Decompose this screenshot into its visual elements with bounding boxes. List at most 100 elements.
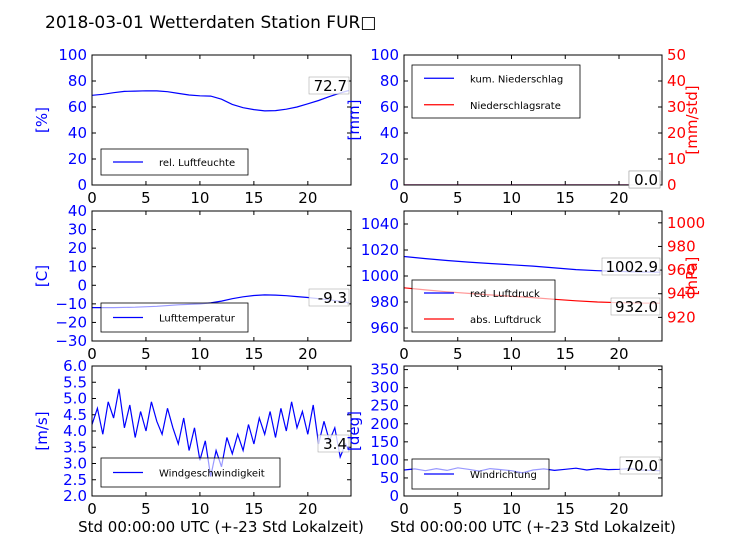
y-tick-label: 40 [68, 124, 87, 142]
y2-tick-label: 30 [667, 98, 686, 116]
y-tick-label: 100 [58, 46, 87, 64]
last-value-label: 1002.9 [606, 258, 659, 276]
x-tick-label: 15 [556, 189, 575, 207]
y-tick-label: 200 [370, 415, 399, 433]
axes-frame [403, 210, 663, 342]
axes-frame [403, 365, 663, 497]
y-tick-label: 5.0 [63, 390, 87, 408]
series-line [92, 89, 349, 112]
axes-frame [403, 54, 663, 186]
x-tick-label: 5 [141, 500, 151, 518]
x-tick-label: 20 [298, 345, 317, 363]
y-axis-label: [mm] [345, 100, 363, 141]
last-value-label: 3.4 [323, 435, 347, 453]
legend-label: Lufttemperatur [159, 314, 236, 325]
x-axis-label: Std 00:00:00 UTC (+-23 Std Lokalzeit) [78, 518, 364, 536]
y2-tick-label: 10 [667, 150, 686, 168]
x-tick-label: 20 [609, 345, 628, 363]
x-tick-label: 0 [399, 500, 409, 518]
legend: Windgeschwindigkeit [100, 457, 281, 488]
axes-frame [91, 54, 352, 186]
x-tick-label: 20 [298, 189, 317, 207]
y-tick-label: 10 [68, 258, 87, 276]
legend-label: red. Luftdruck [470, 289, 540, 300]
y-tick-label: 50 [380, 469, 399, 487]
y-tick-label: 2.5 [63, 471, 87, 489]
y-tick-label: 0 [389, 176, 399, 194]
y-tick-label: −10 [55, 295, 87, 313]
legend-label: Windgeschwindigkeit [159, 469, 265, 480]
y2-tick-label: 50 [667, 46, 686, 64]
legend: red. Luftdruck abs. Luftdruck [411, 279, 556, 333]
legend-label: abs. Luftdruck [470, 315, 541, 326]
y-tick-label: −20 [55, 313, 87, 331]
y-tick-label: 1020 [361, 241, 399, 259]
y2-tick-label: 920 [667, 308, 696, 326]
y-tick-label: 0 [77, 276, 87, 294]
panel-windspeed: 0 5 10 15 20 2.02.53.03.54.04.55.05.56.0 [m/s]… [33, 357, 352, 518]
legend: kum. Niederschlag Niederschlagsrate [411, 64, 581, 119]
y-tick-label: 0 [77, 176, 87, 194]
x-tick-label: 15 [244, 500, 263, 518]
x-tick-label: 10 [502, 189, 521, 207]
panel-humidity: 0 5 10 15 20 0 20 40 60 80 100 [%] rel. Luftfeuchte 7… [33, 46, 352, 207]
y2-tick-label: 960 [667, 261, 696, 279]
y-tick-label: 4.5 [63, 406, 87, 424]
x-tick-label: 5 [141, 345, 151, 363]
y-tick-label: 250 [370, 397, 399, 415]
y-tick-label: 1040 [361, 215, 399, 233]
y2-tick-label: 20 [667, 124, 686, 142]
x-tick-label: 0 [87, 500, 97, 518]
y-tick-label: 4.0 [63, 422, 87, 440]
y-tick-label: 80 [380, 72, 399, 90]
y-tick-label: 40 [68, 202, 87, 220]
legend-label: Windrichtung [470, 470, 537, 481]
y-tick-label: 60 [380, 98, 399, 116]
panel-winddirection: 0 5 10 15 20050100150200250300350[deg]Windri… [345, 361, 663, 518]
y-tick-label: 60 [68, 98, 87, 116]
y-tick-label: 20 [380, 150, 399, 168]
x-tick-label: 20 [609, 189, 628, 207]
y-tick-label: 2.0 [63, 487, 87, 505]
y-tick-label: 980 [370, 293, 399, 311]
last-value-box [317, 434, 350, 453]
y-tick-label: 350 [370, 361, 399, 379]
x-tick-label: 15 [244, 345, 263, 363]
last-value-box [628, 170, 661, 189]
y-axis-label: [m/s] [33, 411, 51, 450]
legend: rel. Luftfeuchte [100, 148, 249, 176]
y2-tick-label: 940 [667, 285, 696, 303]
legend-label: Niederschlagsrate [470, 101, 561, 112]
y-tick-label: 40 [380, 124, 399, 142]
y-tick-label: 20 [68, 150, 87, 168]
y-tick-label: 3.0 [63, 455, 87, 473]
y-tick-label: 100 [370, 46, 399, 64]
x-tick-label: 10 [190, 189, 209, 207]
y-tick-label: 5.5 [63, 373, 87, 391]
x-tick-label: 0 [87, 189, 97, 207]
y-tick-label: 960 [370, 319, 399, 337]
y-tick-label: 6.0 [63, 357, 87, 375]
y2-tick-label: 0 [667, 176, 677, 194]
last-value-label: 932.0 [615, 298, 658, 316]
last-value-box [610, 297, 661, 316]
last-value-box [308, 76, 350, 95]
y-tick-label: 30 [68, 221, 87, 239]
y2-axis-label: [mm/std] [683, 85, 701, 154]
y-tick-label: 0 [389, 487, 399, 505]
y-tick-label: 100 [370, 451, 399, 469]
figure-title: 2018-03-01 Wetterdaten Station FUR□ [45, 13, 376, 33]
x-tick-label: 5 [453, 345, 463, 363]
x-tick-label: 0 [399, 345, 409, 363]
last-value-label: -9.3 [318, 289, 347, 307]
y2-tick-label: 980 [667, 237, 696, 255]
y-axis-label: [%] [33, 107, 51, 133]
x-tick-label: 5 [141, 189, 151, 207]
y-axis-label: [deg] [345, 411, 363, 451]
x-tick-label: 5 [453, 500, 463, 518]
x-tick-label: 20 [298, 500, 317, 518]
y-tick-label: 80 [68, 72, 87, 90]
y2-axis-label: [hPa] [683, 257, 701, 296]
